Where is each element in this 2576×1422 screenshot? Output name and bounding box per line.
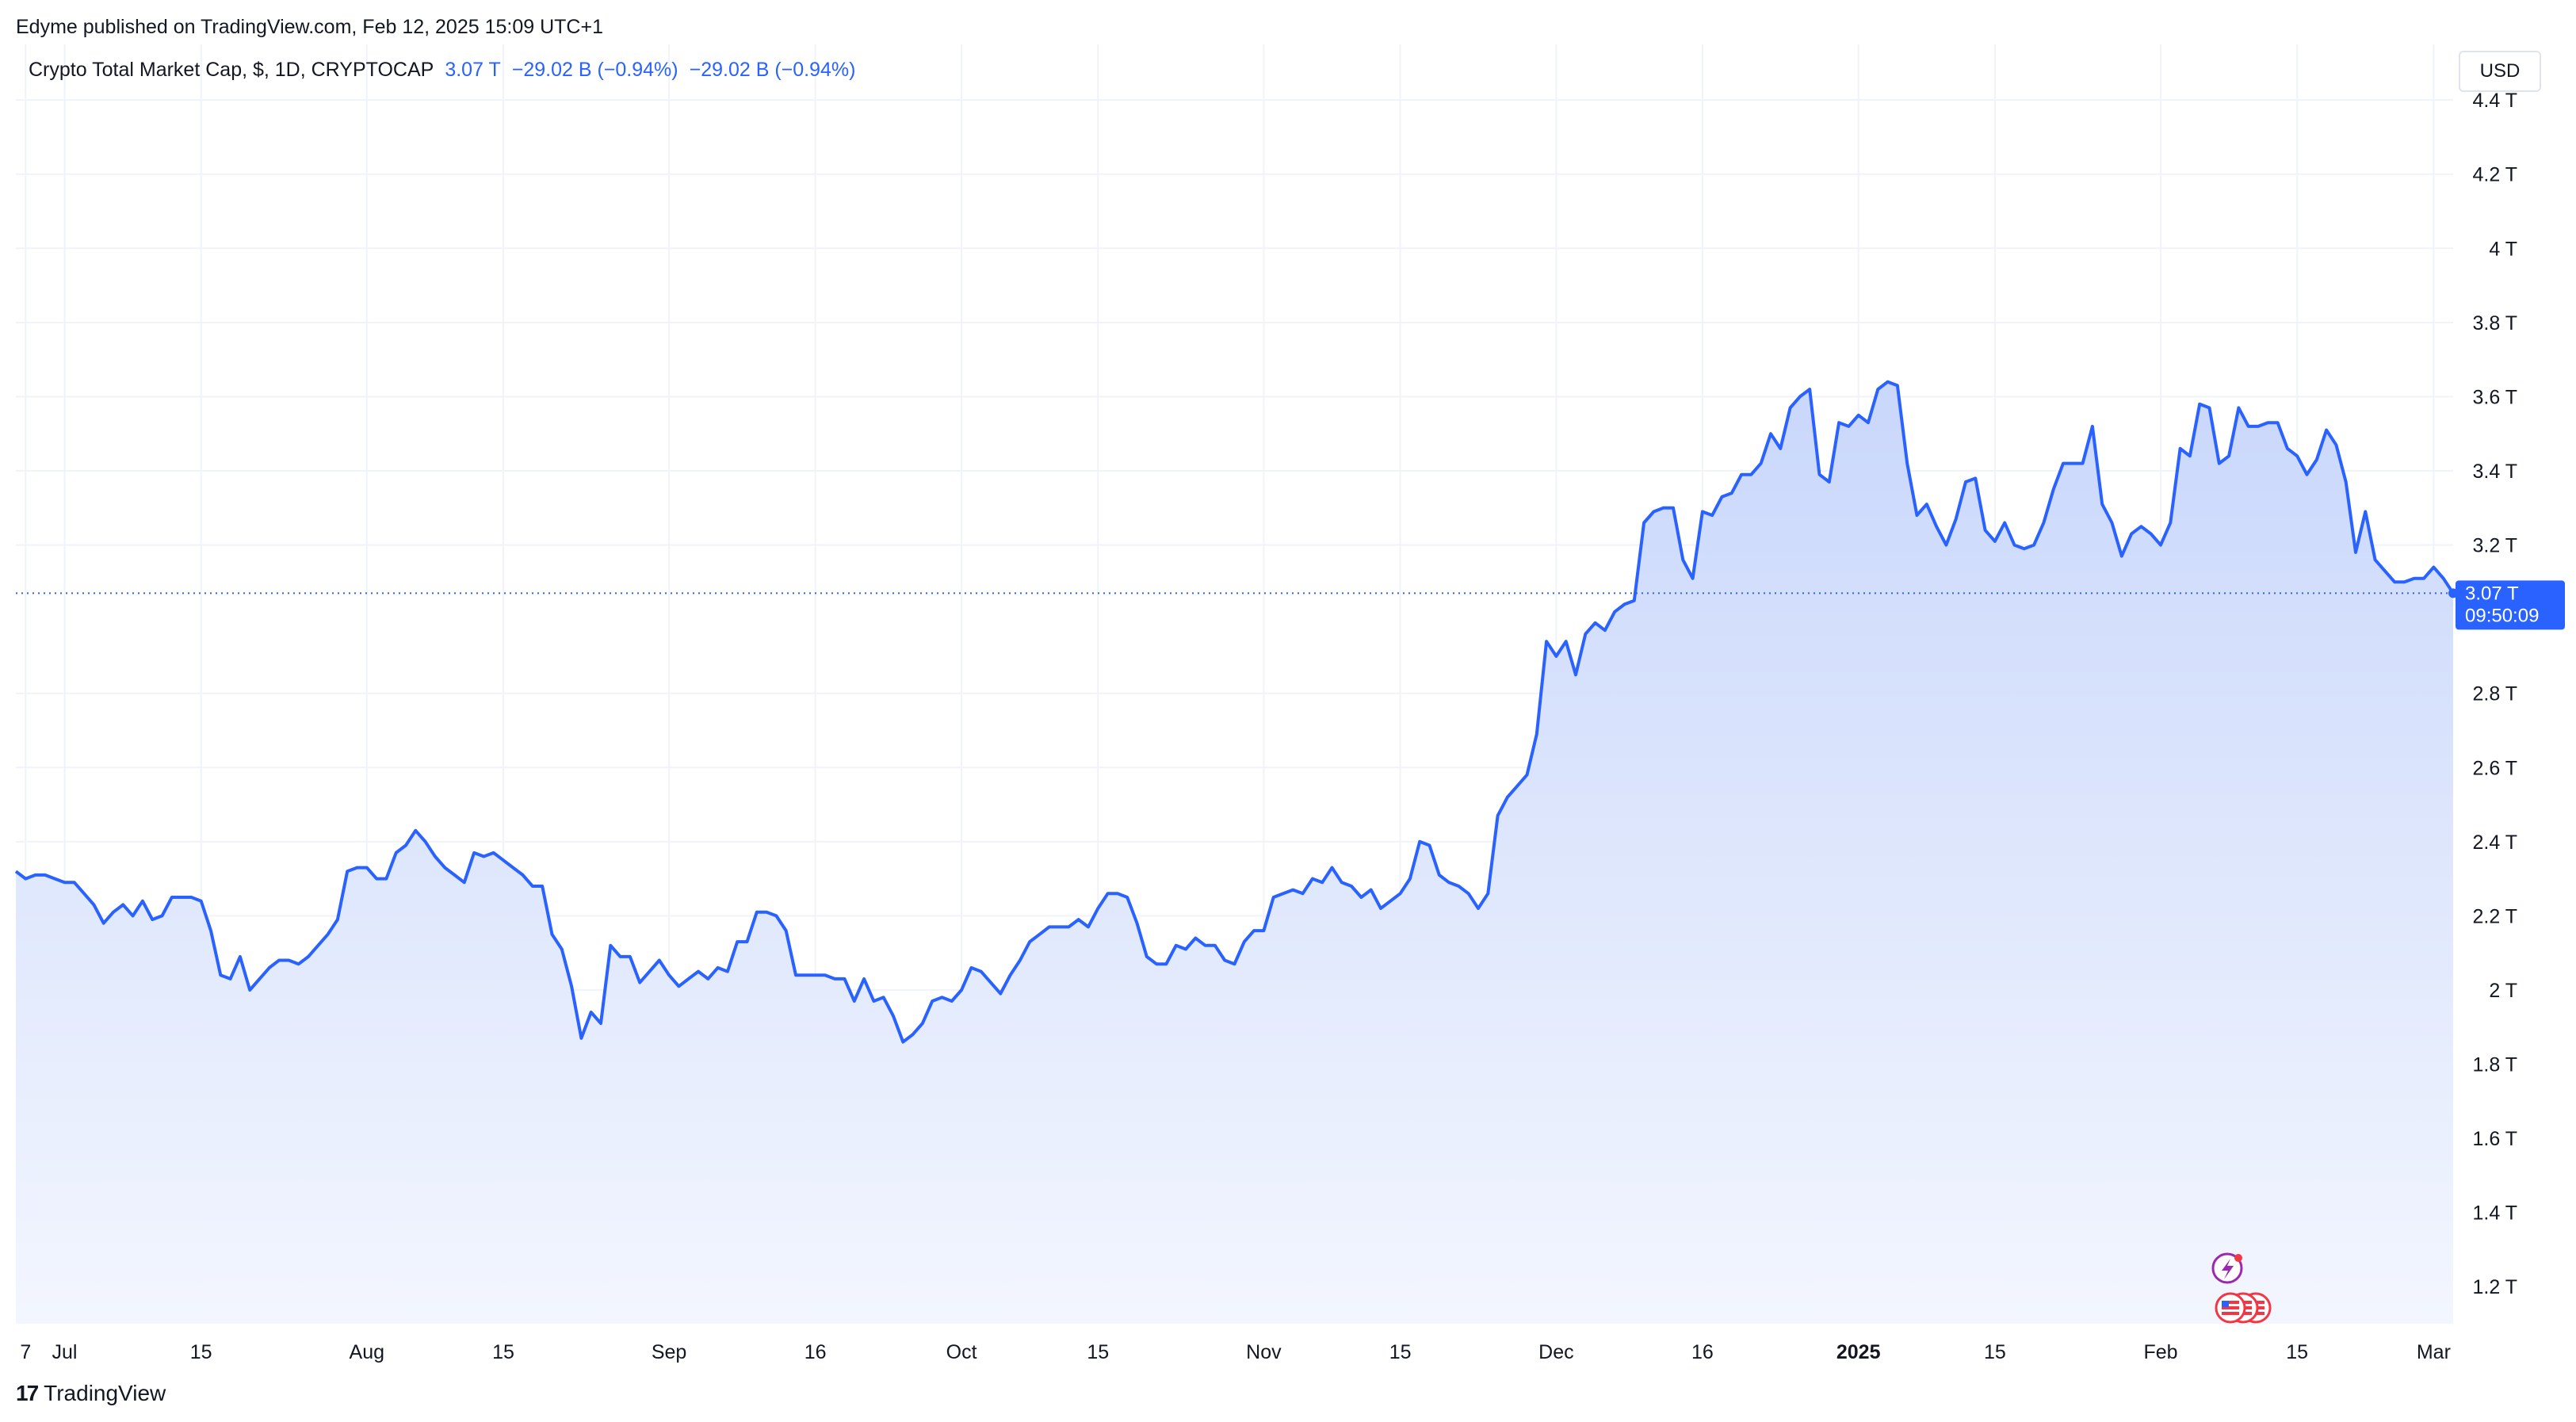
x-tick-label: Jul [52, 1341, 78, 1363]
y-tick-label: 1.4 T [2472, 1202, 2517, 1225]
x-tick-label: 15 [1389, 1341, 1412, 1363]
x-tick-label: 15 [492, 1341, 514, 1363]
x-tick-label: 2025 [1836, 1341, 1881, 1363]
x-tick-label: Nov [1246, 1341, 1282, 1363]
area-path [16, 381, 2453, 1325]
y-tick-label: 3.4 T [2472, 461, 2517, 483]
series-line [14, 380, 2455, 1044]
x-tick-label: Aug [350, 1341, 384, 1363]
y-tick-label: 2.4 T [2472, 831, 2517, 854]
y-tick-label: 3.6 T [2472, 386, 2517, 408]
y-tick-label: 4.2 T [2472, 164, 2517, 186]
ideas-event-icon[interactable] [2211, 1252, 2243, 1284]
y-tick-label: 2.6 T [2472, 757, 2517, 779]
y-tick-label: 1.2 T [2472, 1276, 2517, 1298]
x-tick-label: 16 [805, 1341, 827, 1363]
chart-legend: Crypto Total Market Cap, $, 1D, CRYPTOCA… [29, 59, 856, 82]
legend-last-value: 3.07 T [445, 59, 501, 81]
x-tick-label: 15 [2286, 1341, 2308, 1363]
x-tick-label: Mar [2417, 1341, 2451, 1363]
y-tick-label: 2 T [2489, 980, 2517, 1002]
x-tick-label: 7 [20, 1341, 31, 1363]
x-tick-label: Sep [652, 1341, 686, 1363]
y-tick-label: 3.2 T [2472, 535, 2517, 557]
price-badge-countdown: 09:50:09 [2465, 605, 2539, 626]
x-tick-label: Dec [1538, 1341, 1573, 1363]
price-badge-value: 3.07 T [2465, 583, 2519, 604]
x-tick-label: Oct [946, 1341, 977, 1363]
price-line [14, 380, 2455, 1044]
tradingview-brand[interactable]: 17 TradingView [16, 1381, 166, 1406]
legend-change-1: −29.02 B (−0.94%) [511, 59, 678, 81]
area-fill [16, 381, 2453, 1325]
x-tick-label: 16 [1691, 1341, 1714, 1363]
legend-change-2: −29.02 B (−0.94%) [689, 59, 856, 81]
brand-label: TradingView [44, 1381, 166, 1405]
event-icons[interactable] [2211, 1252, 2272, 1324]
x-tick-label: 15 [1984, 1341, 2006, 1363]
x-axis[interactable]: 7 Jul 15 Aug 15 Sep 16 Oct 15 Nov 15 Dec 16 2025 15 Feb… [20, 1341, 2451, 1363]
y-tick-label: 4 T [2489, 238, 2517, 260]
y-tick-label: 2.2 T [2472, 905, 2517, 927]
y-tick-label: 1.8 T [2472, 1054, 2517, 1076]
y-tick-label: 2.8 T [2472, 683, 2517, 705]
currency-button[interactable]: USD [2459, 51, 2541, 92]
us-flag-event-icon[interactable] [2215, 1292, 2272, 1324]
x-tick-label: 15 [1087, 1341, 1109, 1363]
x-tick-label: 15 [190, 1341, 212, 1363]
last-price-badge: 3.07 T09:50:09 [16, 580, 2565, 630]
y-tick-label: 4.4 T [2472, 90, 2517, 112]
tradingview-logo-icon: 17 [16, 1381, 39, 1405]
x-tick-label: Feb [2143, 1341, 2177, 1363]
y-tick-label: 1.6 T [2472, 1128, 2517, 1150]
y-axis[interactable]: 1.2 T 1.4 T 1.6 T 1.8 T 2 T 2.2 T 2.4 T 2.6 T 2.… [2472, 90, 2517, 1298]
legend-symbol: Crypto Total Market Cap, $, 1D, CRYPTOCA… [29, 59, 434, 81]
published-by-line: Edyme published on TradingView.com, Feb … [16, 16, 603, 38]
y-tick-label: 3.8 T [2472, 312, 2517, 334]
price-badge-box [2456, 580, 2565, 630]
